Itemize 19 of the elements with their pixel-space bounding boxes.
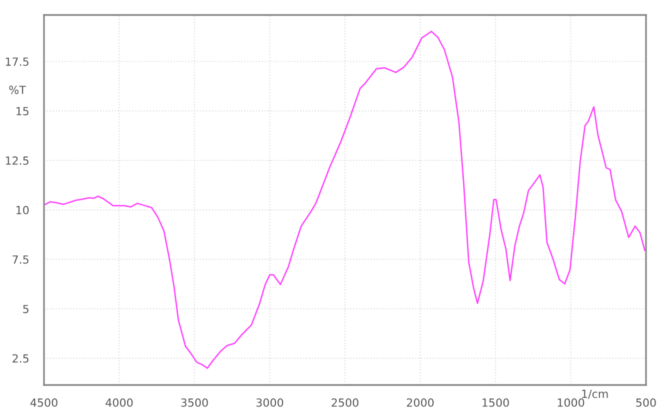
y-tick-label: 15 <box>16 107 28 116</box>
x-tick-label: 4000 <box>106 398 133 407</box>
y-tick-label: 5 <box>23 304 28 314</box>
x-tick-label: 3000 <box>256 398 284 407</box>
x-tick-label: 2000 <box>406 398 434 407</box>
y-tick-label: 2.5 <box>12 354 28 363</box>
x-tick-label: 4500 <box>30 398 58 407</box>
x-tick-label: 3500 <box>181 398 208 407</box>
x-axis-title: 1/cm <box>582 390 608 399</box>
y-tick-label: 10 <box>16 206 29 214</box>
y-axis-title: %T <box>9 86 26 94</box>
x-tick-label: 2500 <box>332 398 358 407</box>
y-tick-label: 17.5 <box>6 58 28 66</box>
line-series <box>44 30 646 369</box>
x-tick-label: 1500 <box>482 398 509 407</box>
x-tick-label: 1000 <box>558 398 584 407</box>
y-tick-label: 7.5 <box>12 255 28 264</box>
y-tick-label: 12.5 <box>6 156 28 165</box>
x-tick-label: 500 <box>636 398 656 407</box>
